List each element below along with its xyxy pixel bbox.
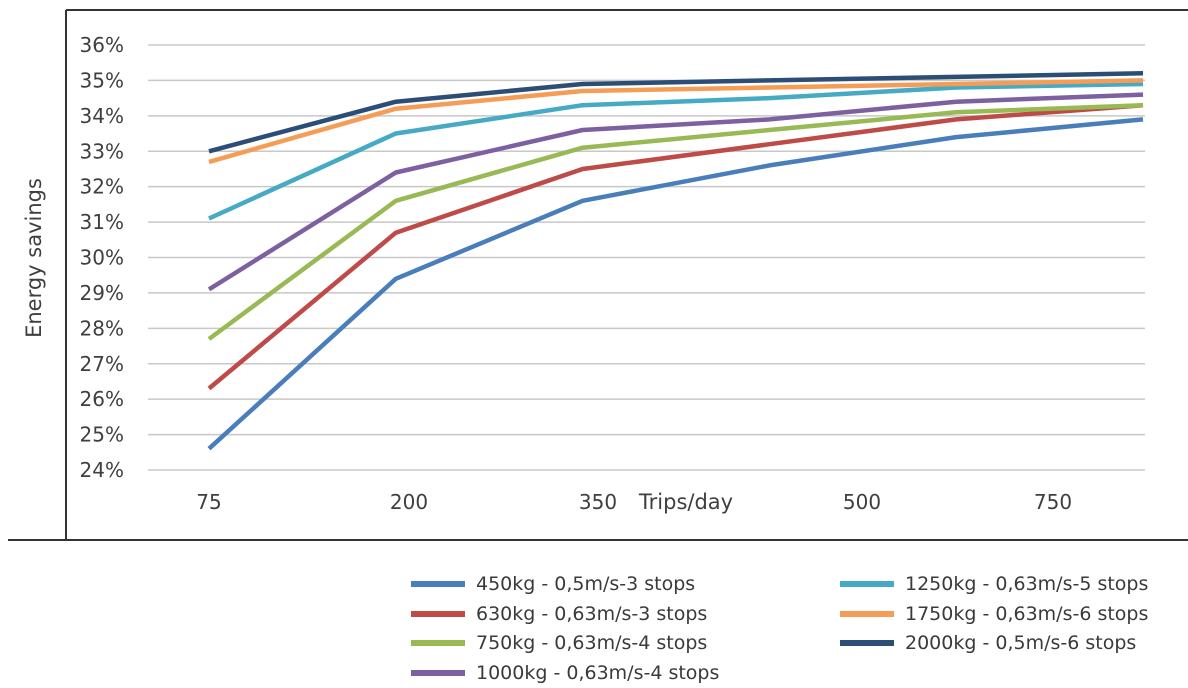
y-axis-title: Energy savings [22, 178, 46, 338]
y-tick-label: 25% [80, 423, 124, 447]
y-tick-label: 31% [80, 210, 124, 234]
y-tick-label: 24% [80, 458, 124, 482]
series-line [207, 117, 1144, 451]
y-tick-label: 35% [80, 68, 124, 92]
y-tick-labels: 24% 25% 26% 27% 28% 29% 30% 31% 32% 33% 34% 35% 36% [80, 33, 124, 482]
x-tick-label: 500 [843, 490, 881, 514]
series-line [207, 102, 1144, 391]
y-tick-label: 33% [80, 139, 124, 163]
y-tick-label: 30% [80, 246, 124, 270]
x-tick-label: 75 [196, 490, 221, 514]
y-tick-label: 32% [80, 175, 124, 199]
series-line [208, 71, 1144, 154]
x-tick-label: 200 [390, 490, 428, 514]
y-tick-label: 28% [80, 316, 124, 340]
x-tick-label: 350 [579, 490, 617, 514]
y-tick-label: 36% [80, 33, 124, 57]
series-lines [207, 71, 1144, 451]
y-tick-label: 27% [80, 352, 124, 376]
series-line [207, 92, 1144, 292]
y-tick-label: 29% [80, 281, 124, 305]
x-axis-title: Trips/day [638, 490, 733, 514]
series-line [208, 78, 1144, 165]
x-tick-label: 750 [1034, 490, 1072, 514]
y-tick-label: 34% [80, 104, 124, 128]
series-line [207, 102, 1144, 341]
series-line [208, 81, 1144, 221]
y-tick-label: 26% [80, 387, 124, 411]
x-tick-labels: 75 200 350 500 750 [196, 490, 1072, 514]
